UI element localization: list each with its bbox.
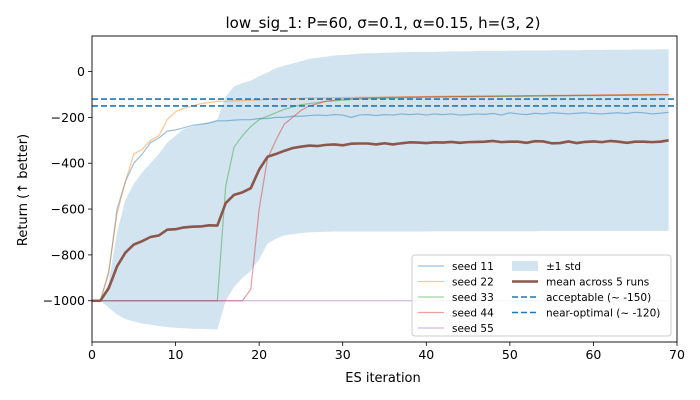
x-tick: 0: [88, 342, 96, 362]
x-tick-label: 60: [585, 347, 601, 362]
legend-label: near-optimal (~ -120): [546, 308, 660, 320]
legend-item-seed: seed 11: [418, 261, 494, 273]
legend-label: ±1 std: [546, 261, 581, 273]
x-tick: 50: [502, 342, 518, 362]
legend-label: acceptable (~ -150): [546, 292, 651, 304]
y-axis: 0 −200 −400 −600 −800 −1000: [43, 64, 92, 308]
x-axis-label: ES iteration: [345, 371, 421, 386]
y-tick: −1000: [43, 293, 92, 308]
x-tick-label: 0: [88, 347, 96, 362]
std-band: [92, 49, 669, 330]
legend-item-seed: seed 33: [418, 292, 494, 304]
legend-label: mean across 5 runs: [546, 277, 649, 289]
y-tick: −400: [51, 156, 92, 171]
y-tick: −600: [51, 202, 92, 217]
x-tick-label: 50: [502, 347, 518, 362]
x-tick: 30: [335, 342, 351, 362]
legend-label: seed 44: [452, 308, 494, 320]
legend-item: mean across 5 runs: [512, 277, 649, 289]
y-tick-label: −800: [51, 247, 85, 262]
legend-label: seed 11: [452, 261, 494, 273]
seed-line-1: [92, 111, 669, 302]
x-tick: 70: [669, 342, 685, 362]
chart-title: low_sig_1: P=60, σ=0.1, α=0.15, h=(3, 2): [226, 14, 541, 33]
legend-item-seed: seed 22: [418, 277, 494, 289]
seed-line-2: [92, 93, 669, 302]
legend-item: ±1 std: [512, 261, 581, 273]
legend-box: [411, 254, 672, 337]
x-tick: 10: [168, 342, 184, 362]
x-tick-label: 70: [669, 347, 685, 362]
y-tick: −800: [51, 247, 92, 262]
x-tick-label: 40: [418, 347, 434, 362]
legend-item: near-optimal (~ -120): [512, 308, 660, 320]
y-axis-label: Return (↑ better): [16, 134, 31, 246]
y-tick-label: −200: [51, 110, 85, 125]
y-tick-label: −600: [51, 202, 85, 217]
x-axis: 0 10 20 30 40 50 60 70: [88, 342, 685, 362]
x-tick-label: 30: [335, 347, 351, 362]
y-tick: 0: [77, 64, 92, 79]
x-tick: 40: [418, 342, 434, 362]
y-tick-label: 0: [77, 64, 85, 79]
legend-swatch: [512, 261, 538, 271]
legend-label: seed 33: [452, 292, 494, 304]
legend-label: seed 55: [452, 323, 494, 335]
legend-item-seed: seed 44: [418, 308, 494, 320]
legend-label: seed 22: [452, 277, 494, 289]
plot-area: [91, 35, 678, 343]
legend-item: acceptable (~ -150): [512, 292, 651, 304]
x-tick: 60: [585, 342, 601, 362]
y-tick-label: −400: [51, 156, 85, 171]
x-tick: 20: [251, 342, 267, 362]
mean-line: [92, 139, 669, 303]
legend-item-seed: seed 55: [418, 323, 494, 335]
x-tick-label: 20: [251, 347, 267, 362]
seed-line-4: [92, 94, 669, 302]
y-tick-label: −1000: [43, 293, 85, 308]
legend: seed 11 seed 22 seed 33 seed 44 seed 55 ±1 st…: [411, 254, 672, 337]
x-tick-label: 10: [168, 347, 184, 362]
plot-frame: [91, 35, 678, 343]
y-tick: −200: [51, 110, 92, 125]
